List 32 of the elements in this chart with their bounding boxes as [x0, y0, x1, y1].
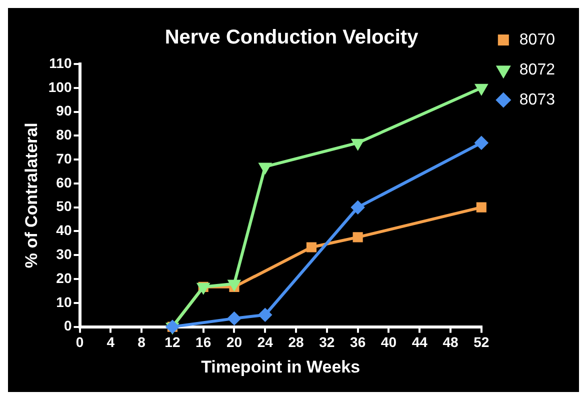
legend-label: 8073 — [519, 91, 556, 108]
legend-label: 8070 — [519, 31, 556, 48]
x-tick-label: 44 — [412, 334, 428, 350]
x-tick-label: 0 — [76, 334, 84, 350]
legend-label: 8072 — [519, 61, 556, 78]
x-axis-title: Timepoint in Weeks — [201, 357, 360, 376]
y-tick-label: 50 — [56, 198, 72, 214]
chart-title: Nerve Conduction Velocity — [164, 26, 420, 49]
y-tick-label: 60 — [56, 174, 72, 190]
y-axis-title: % of Contralateral — [22, 122, 41, 268]
x-tick-label: 28 — [288, 334, 304, 350]
x-tick-label: 4 — [106, 334, 115, 350]
x-tick-label: 16 — [196, 334, 212, 350]
x-tick-label: 52 — [474, 334, 490, 350]
x-tick-label: 40 — [380, 334, 397, 350]
y-tick-label: 10 — [56, 294, 72, 310]
x-tick-label: 12 — [164, 334, 180, 350]
y-tick-label: 80 — [56, 126, 72, 143]
x-tick-label: 24 — [257, 334, 274, 350]
y-tick-label: 110 — [49, 54, 72, 71]
x-tick-label: 36 — [350, 334, 366, 350]
y-tick-label: 90 — [56, 102, 72, 119]
y-tick-label: 20 — [56, 270, 72, 286]
y-tick-label: 40 — [56, 222, 72, 238]
x-tick-label: 8 — [138, 334, 146, 350]
y-tick-label: 70 — [56, 150, 72, 166]
y-tick-label: 0 — [64, 318, 72, 334]
y-tick-label: 100 — [48, 78, 72, 95]
x-tick-label: 48 — [442, 334, 459, 350]
y-tick-label: 30 — [56, 246, 72, 262]
x-tick-label: 32 — [319, 334, 335, 350]
x-tick-label: 20 — [226, 334, 242, 350]
